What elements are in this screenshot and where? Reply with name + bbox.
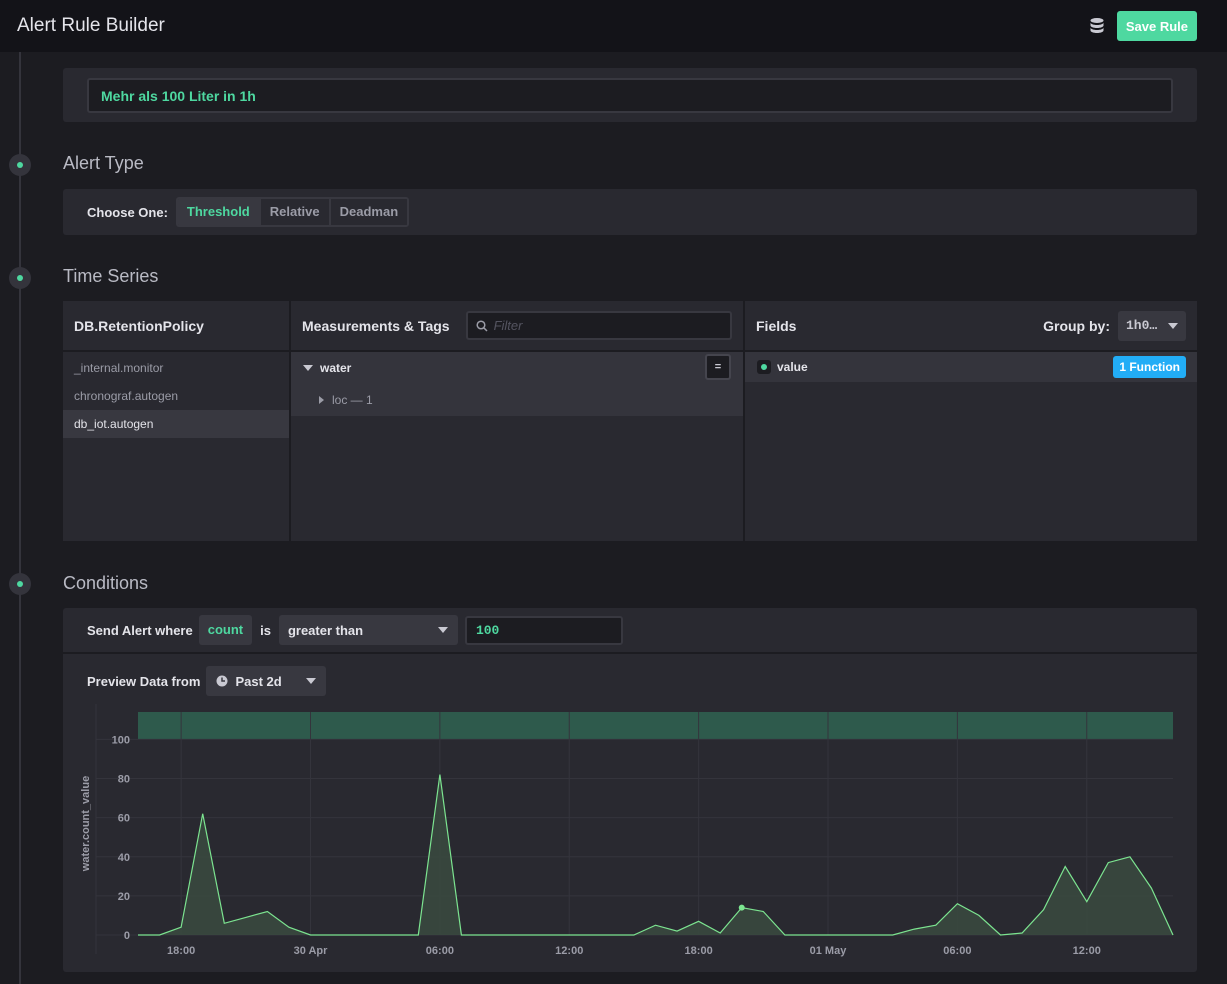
y-tick-label: 0: [124, 930, 130, 942]
alert-type-relative[interactable]: Relative: [260, 199, 331, 225]
alert-type-deadman[interactable]: Deadman: [330, 199, 408, 225]
x-tick-label: 12:00: [1073, 945, 1101, 957]
x-tick-label: 01 May: [810, 945, 848, 957]
fields-column-header: Fields Group by: 1h0…: [745, 301, 1197, 352]
alert-type-chooser: Choose One: Threshold Relative Deadman: [87, 197, 410, 227]
chevron-down-icon: [1168, 322, 1178, 329]
measurements-column: Measurements & Tags Filter water = loc —…: [291, 301, 743, 541]
rule-name-panel: [63, 68, 1197, 122]
page-title: Alert Rule Builder: [17, 15, 165, 36]
field-label: value: [777, 360, 808, 374]
chevron-right-icon: [319, 396, 324, 404]
measurement-label: water: [320, 361, 352, 375]
chevron-down-icon: [437, 627, 448, 633]
measurement-item-water[interactable]: water =: [291, 352, 743, 384]
rule-name-input[interactable]: [87, 78, 1173, 113]
db-item-internal-monitor[interactable]: _internal.monitor: [74, 361, 164, 375]
choose-one-label: Choose One:: [87, 204, 168, 220]
y-tick-label: 60: [118, 813, 130, 825]
group-by-value: 1h0…: [1126, 318, 1158, 333]
field-checkbox[interactable]: [757, 360, 771, 374]
chevron-down-icon: [303, 365, 313, 371]
send-alert-label: Send Alert where: [87, 622, 193, 638]
save-rule-button[interactable]: Save Rule: [1116, 11, 1197, 41]
field-item-value[interactable]: value 1 Function: [745, 352, 1197, 382]
group-by-label: Group by:: [1043, 317, 1110, 334]
preview-label: Preview Data from: [87, 673, 201, 689]
y-axis-label: water.count_value: [80, 776, 92, 872]
timeline-dot-alert-type: [9, 154, 31, 176]
clock-icon: [216, 675, 228, 687]
y-tick-label: 100: [112, 734, 130, 746]
threshold-band: [138, 712, 1173, 740]
tag-label: loc — 1: [332, 393, 373, 407]
timeline-line: [19, 52, 21, 984]
y-tick-label: 20: [118, 891, 130, 903]
alert-type-title: Alert Type: [63, 153, 144, 173]
filter-placeholder: Filter: [493, 318, 523, 333]
preview-range-value: Past 2d: [235, 673, 282, 689]
conditions-title: Conditions: [63, 573, 149, 593]
measurements-header-label: Measurements & Tags: [302, 317, 450, 334]
fields-header-label: Fields: [756, 317, 797, 334]
chevron-down-icon: [306, 678, 317, 684]
y-tick-label: 80: [118, 774, 130, 786]
time-series-panel: DB.RetentionPolicy _internal.monitor chr…: [63, 301, 1197, 541]
y-tick-label: 40: [118, 852, 130, 864]
top-bar: Alert Rule Builder Save Rule: [0, 0, 1227, 52]
preview-chart: 0 20 40 60 80 100 18:00 30 Apr 06:00 12:00 18:00 01…: [80, 704, 1174, 957]
is-label: is: [260, 622, 271, 638]
top-bar-actions: Save Rule: [1089, 11, 1197, 41]
series-line: [138, 774, 1174, 936]
x-tick-label: 18:00: [167, 945, 195, 957]
group-by-select[interactable]: 1h0…: [1118, 310, 1186, 341]
preview-row: Preview Data from Past 2d: [87, 666, 327, 696]
tag-equals-button[interactable]: =: [705, 354, 731, 380]
database-icon[interactable]: [1089, 17, 1105, 35]
db-item-db-iot-autogen[interactable]: db_iot.autogen: [63, 410, 289, 438]
series-area: [138, 774, 1173, 935]
timeline-dot-conditions: [9, 573, 31, 595]
function-button[interactable]: 1 Function: [1113, 356, 1186, 378]
x-tick-label: 18:00: [685, 945, 713, 957]
alert-type-panel: Choose One: Threshold Relative Deadman: [63, 189, 1197, 235]
operator-select[interactable]: greater than: [278, 615, 458, 645]
alert-type-threshold[interactable]: Threshold: [177, 199, 261, 225]
preview-range-select[interactable]: Past 2d: [206, 666, 327, 696]
fields-column: Fields Group by: 1h0… value 1 Function: [745, 301, 1197, 541]
measurements-filter-input[interactable]: Filter: [465, 311, 732, 340]
conditions-panel: Send Alert where count is greater than P…: [63, 608, 1197, 972]
timeline-dot-time-series: [9, 267, 31, 289]
x-tick-label: 12:00: [555, 945, 583, 957]
x-tick-label: 06:00: [426, 945, 454, 957]
condition-row: Send Alert where count is greater than: [63, 608, 1197, 654]
time-series-title: Time Series: [63, 266, 159, 286]
search-icon: [476, 319, 488, 332]
tag-item-loc[interactable]: loc — 1: [291, 384, 743, 416]
group-by-control: Group by: 1h0…: [1043, 310, 1186, 341]
db-column-header: DB.RetentionPolicy: [63, 301, 289, 352]
measurements-column-header: Measurements & Tags Filter: [291, 301, 743, 352]
operator-value: greater than: [287, 622, 364, 638]
x-tick-label: 06:00: [943, 945, 971, 957]
db-item-chronograf-autogen[interactable]: chronograf.autogen: [74, 389, 179, 403]
highlight-point: [738, 904, 745, 911]
field-pill-count: count: [198, 615, 253, 645]
alert-type-radio-group: Threshold Relative Deadman: [175, 197, 410, 227]
threshold-value-input[interactable]: [464, 615, 623, 645]
x-tick-label: 30 Apr: [294, 945, 329, 957]
db-column: DB.RetentionPolicy _internal.monitor chr…: [63, 301, 289, 541]
